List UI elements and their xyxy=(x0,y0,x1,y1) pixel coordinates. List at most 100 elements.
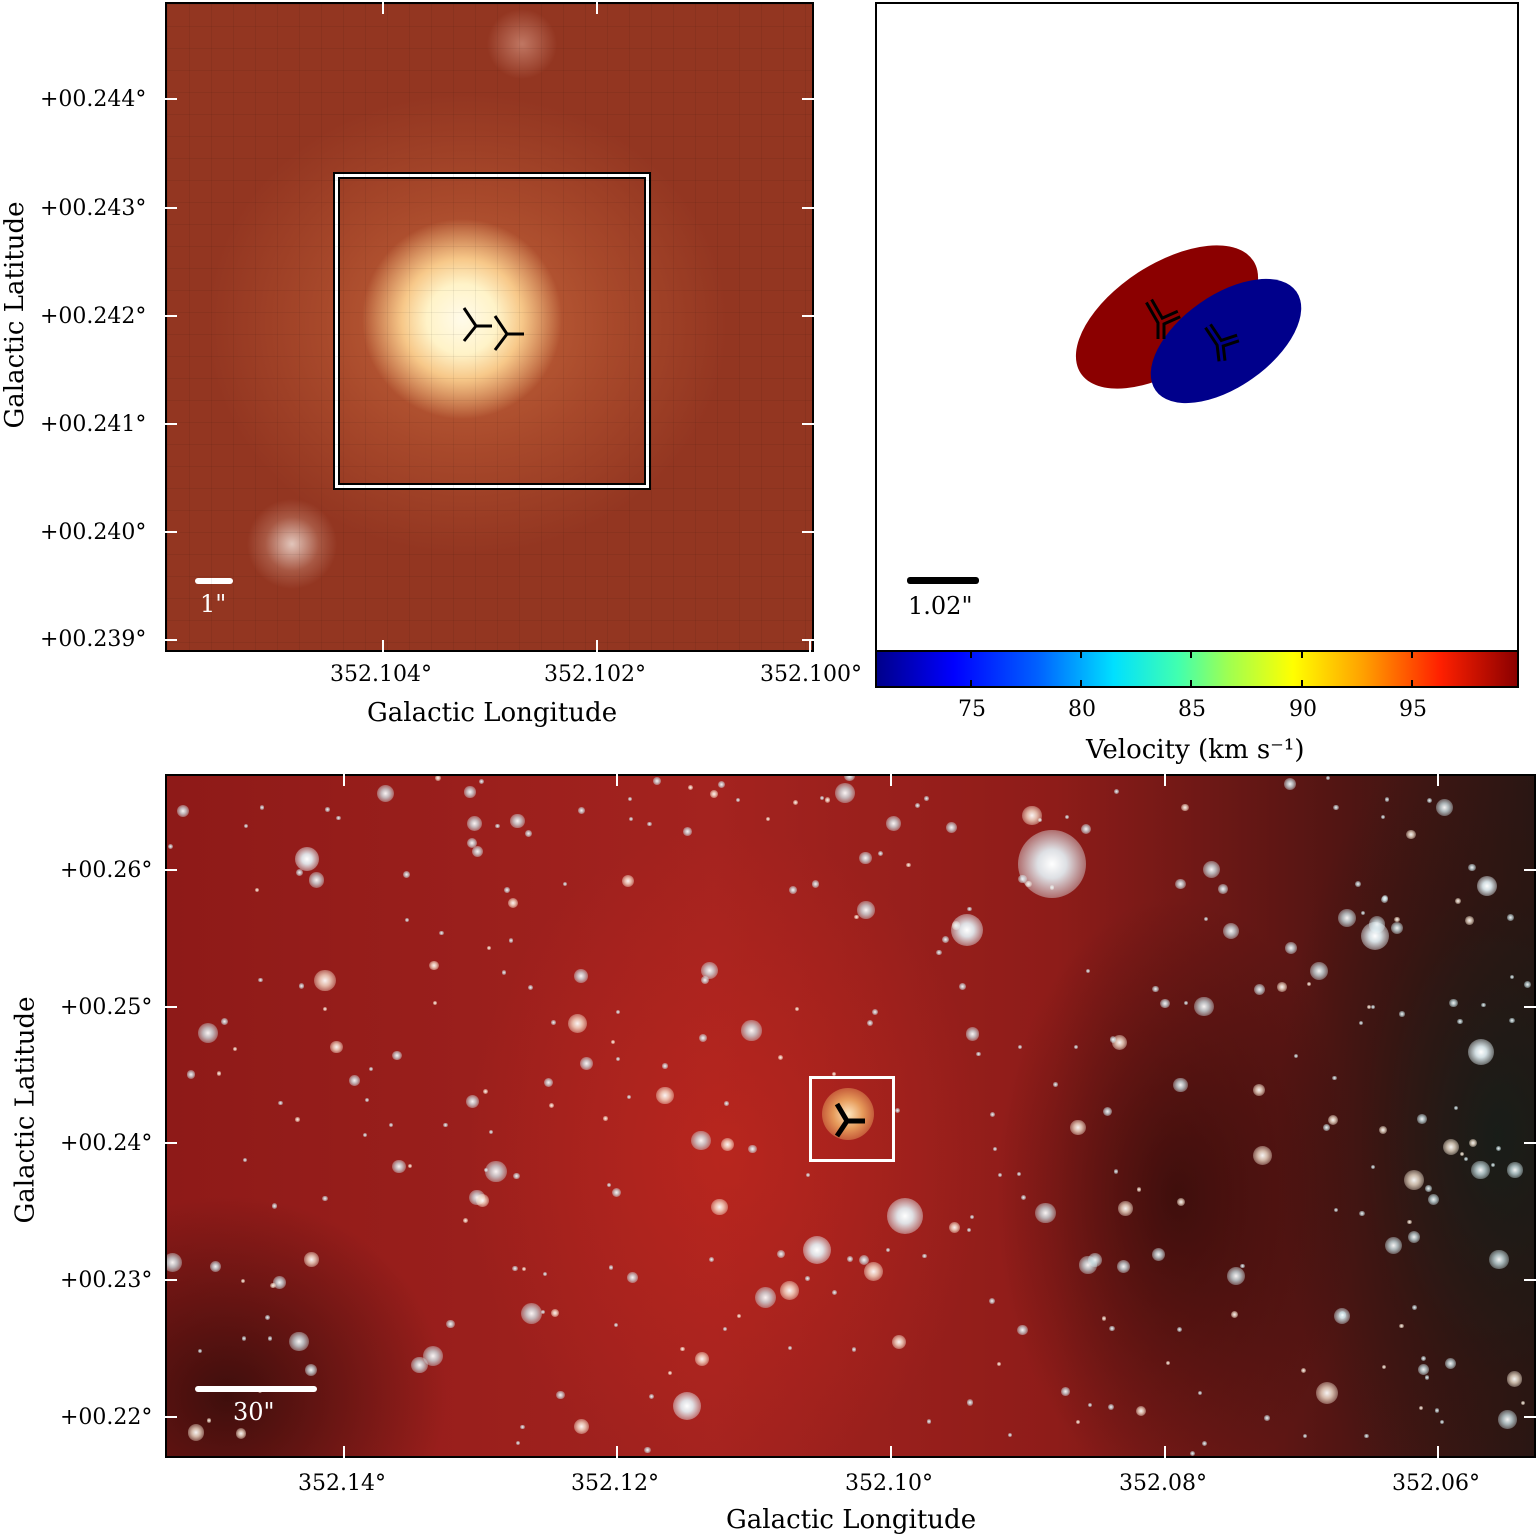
star xyxy=(691,1130,712,1151)
star xyxy=(866,1020,873,1027)
star xyxy=(966,1399,974,1406)
star xyxy=(1359,1211,1365,1217)
star xyxy=(1370,1005,1376,1010)
star xyxy=(924,796,929,801)
scale-bar xyxy=(907,577,979,584)
star xyxy=(392,1160,406,1174)
star xyxy=(1223,923,1240,940)
star xyxy=(988,1297,995,1304)
star xyxy=(1439,1420,1444,1425)
star xyxy=(936,950,942,956)
star xyxy=(272,1276,286,1289)
star xyxy=(946,822,958,834)
bright-star xyxy=(295,847,319,871)
star xyxy=(541,1310,546,1315)
star xyxy=(167,843,173,849)
x-tick: 352.10° xyxy=(845,1471,933,1496)
star xyxy=(1495,1145,1502,1151)
star xyxy=(407,1164,412,1169)
maser-marker xyxy=(834,1102,865,1138)
y-tick: +00.23° xyxy=(60,1268,153,1293)
bright-star xyxy=(673,1392,701,1420)
tri-marker-icon xyxy=(834,1102,865,1138)
star xyxy=(777,1249,786,1258)
star xyxy=(187,1424,205,1442)
star xyxy=(967,907,972,912)
star xyxy=(965,1027,979,1041)
star xyxy=(831,1071,836,1076)
star xyxy=(1173,1078,1188,1093)
star xyxy=(680,1346,685,1352)
star xyxy=(914,803,921,809)
star xyxy=(551,1020,556,1025)
star xyxy=(710,1198,728,1216)
star xyxy=(863,1261,884,1282)
bright-star xyxy=(951,914,983,946)
star xyxy=(854,915,859,920)
star xyxy=(735,797,740,802)
star xyxy=(304,1364,317,1377)
star xyxy=(1240,1263,1245,1269)
star xyxy=(1218,884,1228,894)
star xyxy=(267,1336,273,1341)
star xyxy=(1325,776,1330,780)
star xyxy=(989,1111,995,1117)
star xyxy=(1419,1405,1424,1410)
star xyxy=(736,1314,742,1319)
star xyxy=(210,1260,222,1272)
star xyxy=(1399,1323,1404,1329)
star xyxy=(958,983,966,991)
star xyxy=(295,1117,300,1122)
star xyxy=(1088,1403,1092,1408)
star xyxy=(1424,1375,1430,1381)
star xyxy=(1284,777,1297,791)
bright-star xyxy=(1477,876,1497,896)
star xyxy=(1457,1018,1463,1025)
star xyxy=(1333,804,1339,811)
star xyxy=(1464,1156,1469,1161)
star xyxy=(627,796,633,802)
star xyxy=(878,851,884,857)
star xyxy=(948,1222,960,1234)
star xyxy=(851,1346,857,1352)
zoom-box xyxy=(809,1076,895,1162)
star xyxy=(1453,1105,1458,1110)
star xyxy=(1230,1311,1238,1319)
target-source xyxy=(822,1088,874,1140)
star xyxy=(471,846,483,858)
star xyxy=(700,975,710,985)
star xyxy=(513,1172,520,1180)
star xyxy=(1412,1305,1418,1310)
star xyxy=(429,960,439,971)
star xyxy=(1367,1005,1372,1010)
star xyxy=(1481,1002,1486,1007)
star xyxy=(894,1107,900,1114)
star xyxy=(206,1418,211,1423)
x-axis-title: Galactic Longitude xyxy=(726,1505,977,1535)
star xyxy=(1253,1083,1266,1097)
star xyxy=(1152,1248,1166,1262)
star xyxy=(434,776,442,782)
star xyxy=(1101,1316,1106,1321)
star xyxy=(926,1419,932,1424)
star xyxy=(439,930,444,936)
bright-star xyxy=(803,1236,831,1264)
star xyxy=(1176,1197,1186,1207)
star xyxy=(544,1077,554,1088)
colorbar-tick: 75 xyxy=(958,697,986,722)
star xyxy=(966,1228,971,1233)
star xyxy=(1378,1125,1388,1135)
star xyxy=(1017,1324,1028,1336)
star xyxy=(724,1101,729,1106)
y-tick: +00.25° xyxy=(60,995,153,1020)
star xyxy=(259,805,265,810)
star xyxy=(1113,1169,1118,1174)
x-tick: 352.08° xyxy=(1119,1471,1207,1496)
star xyxy=(1017,1171,1022,1176)
star xyxy=(567,1014,587,1034)
star xyxy=(1020,1195,1026,1201)
star xyxy=(1510,974,1515,979)
star xyxy=(508,938,514,943)
star xyxy=(859,1254,870,1265)
star xyxy=(446,1319,455,1329)
